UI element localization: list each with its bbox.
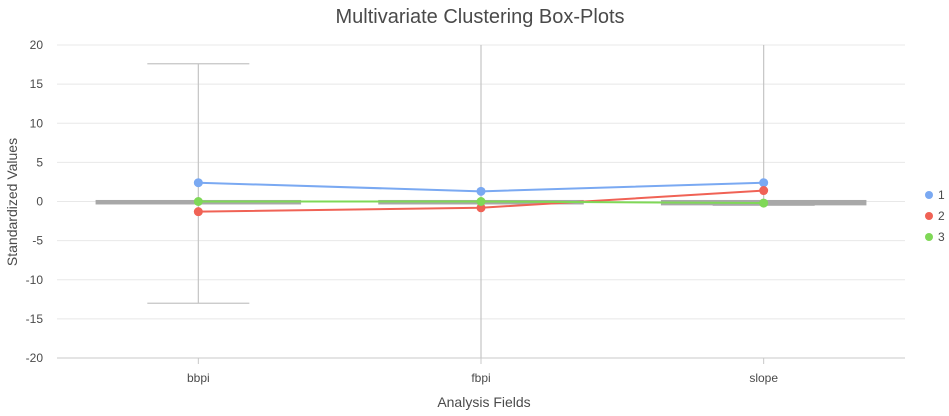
x-tick-label: bbpi [187,371,210,385]
point-series-1-slope [759,178,769,188]
legend-label-3: 3 [938,230,945,244]
point-series-2-fbpi [476,203,486,213]
y-tick-label: -10 [26,273,44,287]
point-series-3-fbpi [476,197,486,206]
y-tick-label: 20 [30,38,44,52]
legend-label-2: 2 [938,209,945,223]
y-tick-label: 0 [36,195,43,209]
point-series-1-fbpi [476,186,486,196]
y-tick-label: -5 [32,234,43,248]
point-series-3-slope [759,198,769,208]
legend-marker-1 [925,191,933,199]
series-lines [193,178,769,217]
x-axis-title: Analysis Fields [437,394,530,410]
y-tick-label: 5 [36,155,43,169]
point-series-3-bbpi [193,197,203,206]
y-tick-label: 15 [30,77,44,91]
legend[interactable]: 1 2 3 [925,188,945,244]
y-axis-ticks: 20 15 10 5 0 -5 -10 -15 -20 [26,38,44,365]
legend-item-1[interactable]: 1 [925,188,945,202]
legend-marker-2 [925,212,933,220]
x-tick-label: fbpi [471,371,490,385]
legend-marker-3 [925,233,933,241]
point-series-2-slope [759,186,769,196]
point-series-1-bbpi [193,178,203,188]
y-axis-title: Standardized Values [4,138,20,266]
y-tick-label: -20 [26,351,44,365]
legend-item-2[interactable]: 2 [925,209,945,223]
chart-title: Multivariate Clustering Box-Plots [336,6,625,28]
legend-label-1: 1 [938,188,945,202]
x-tick-label: slope [749,371,778,385]
y-tick-label: 10 [30,116,44,130]
point-series-2-bbpi [193,207,203,217]
x-axis-ticks: bbpi fbpi slope [187,358,778,385]
y-tick-label: -15 [26,312,44,326]
legend-item-3[interactable]: 3 [925,230,945,244]
